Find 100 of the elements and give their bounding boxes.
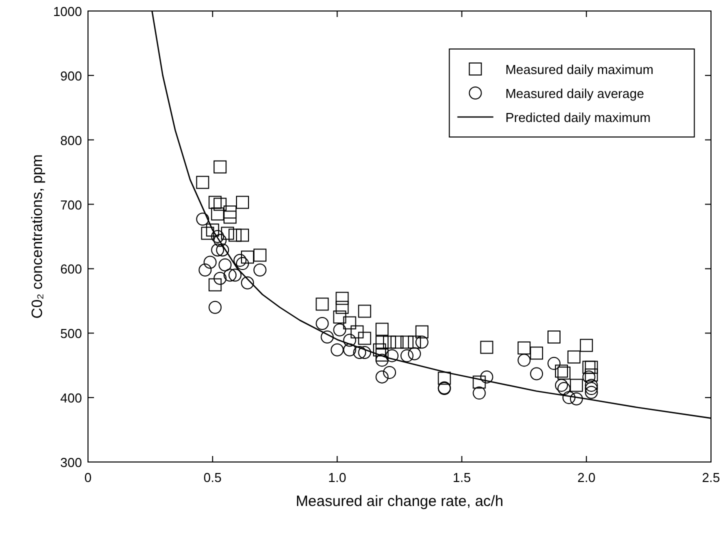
point bbox=[208, 300, 222, 314]
point bbox=[584, 368, 598, 382]
point bbox=[221, 226, 234, 240]
point bbox=[584, 382, 598, 396]
point bbox=[208, 278, 222, 292]
x-tick-label: 1.0 bbox=[328, 470, 346, 485]
point bbox=[316, 316, 329, 330]
point bbox=[570, 392, 583, 406]
point bbox=[376, 348, 389, 362]
y-tick-label: 600 bbox=[60, 262, 82, 277]
x-tick-label: 2.5 bbox=[702, 470, 720, 485]
point bbox=[216, 244, 230, 257]
point bbox=[353, 346, 366, 359]
point bbox=[214, 272, 227, 285]
point bbox=[415, 336, 428, 349]
point bbox=[530, 367, 544, 380]
y-tick-label: 900 bbox=[60, 68, 82, 84]
point bbox=[383, 336, 396, 349]
point bbox=[557, 366, 570, 380]
point bbox=[211, 244, 224, 257]
point bbox=[373, 343, 386, 356]
point bbox=[196, 176, 210, 189]
point bbox=[201, 226, 214, 240]
point bbox=[554, 378, 568, 392]
point bbox=[253, 264, 266, 277]
point bbox=[390, 336, 404, 349]
point bbox=[228, 268, 242, 282]
y-tick-label: 500 bbox=[60, 326, 82, 342]
point bbox=[582, 370, 596, 384]
point bbox=[350, 325, 364, 338]
point bbox=[415, 325, 428, 338]
legend-label: Measured daily maximum bbox=[505, 62, 654, 77]
point bbox=[376, 336, 389, 349]
point bbox=[530, 346, 544, 360]
point bbox=[562, 391, 576, 404]
point bbox=[336, 292, 349, 305]
point bbox=[376, 354, 389, 367]
point bbox=[383, 366, 396, 379]
point bbox=[240, 250, 254, 264]
x-tick-label: 2.0 bbox=[577, 470, 596, 485]
point bbox=[343, 343, 356, 356]
point bbox=[198, 264, 212, 277]
point bbox=[224, 206, 237, 219]
point bbox=[253, 248, 266, 262]
point bbox=[400, 336, 414, 349]
point bbox=[584, 360, 598, 374]
point bbox=[343, 316, 356, 330]
point bbox=[557, 382, 570, 396]
point bbox=[196, 212, 210, 226]
point bbox=[343, 334, 356, 347]
point bbox=[518, 354, 531, 367]
point bbox=[316, 298, 329, 311]
point bbox=[214, 234, 227, 247]
y-tick-label: 800 bbox=[60, 132, 82, 148]
y-axis-title: C0₂ concentrations, ppm bbox=[29, 154, 46, 319]
point bbox=[472, 376, 486, 389]
legend-label: Measured daily average bbox=[505, 86, 644, 101]
point bbox=[472, 386, 486, 400]
point bbox=[333, 323, 346, 336]
point bbox=[400, 349, 414, 362]
legend-label: Predicted daily maximum bbox=[505, 110, 651, 125]
point bbox=[580, 338, 593, 352]
point bbox=[376, 370, 389, 384]
point bbox=[567, 350, 580, 364]
point bbox=[358, 346, 372, 359]
point bbox=[408, 347, 421, 360]
point bbox=[376, 322, 389, 336]
x-tick-label: 0 bbox=[84, 470, 92, 485]
point bbox=[214, 160, 227, 174]
point bbox=[234, 254, 247, 267]
point bbox=[240, 276, 254, 290]
point bbox=[584, 386, 598, 399]
point bbox=[358, 304, 372, 318]
point bbox=[518, 341, 531, 354]
point bbox=[570, 378, 583, 392]
point bbox=[408, 336, 421, 349]
point bbox=[582, 360, 596, 374]
x-tick-label: 1.5 bbox=[452, 470, 471, 485]
point bbox=[358, 332, 372, 345]
point bbox=[224, 210, 237, 224]
point bbox=[554, 364, 568, 378]
point bbox=[224, 268, 237, 282]
y-tick-label: 400 bbox=[60, 390, 82, 406]
point bbox=[206, 224, 220, 237]
x-tick-label: 0.5 bbox=[204, 470, 222, 485]
point bbox=[548, 330, 561, 344]
point bbox=[236, 196, 250, 209]
point bbox=[333, 310, 346, 324]
point bbox=[228, 228, 242, 242]
y-tick-label: 700 bbox=[60, 197, 82, 212]
point bbox=[386, 349, 399, 362]
point bbox=[336, 300, 349, 314]
point bbox=[236, 228, 250, 242]
point bbox=[211, 207, 224, 220]
point bbox=[208, 196, 222, 209]
point bbox=[236, 257, 250, 270]
point bbox=[480, 370, 494, 384]
point bbox=[214, 198, 227, 211]
point bbox=[584, 378, 598, 392]
y-tick-label: 300 bbox=[60, 455, 82, 470]
